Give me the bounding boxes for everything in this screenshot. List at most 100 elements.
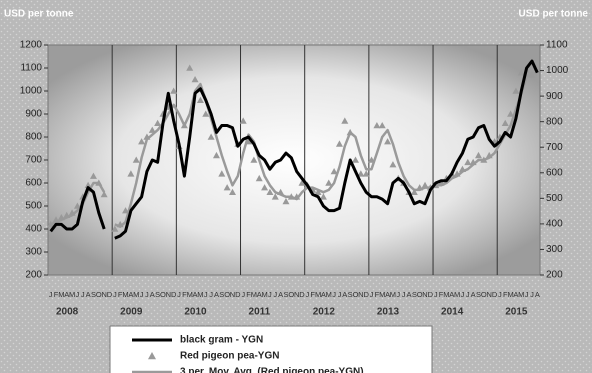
x-tick-label: F <box>54 290 59 299</box>
triangle-marker <box>116 220 124 228</box>
x-tick-label: J <box>140 290 144 299</box>
x-tick-label: O <box>481 290 487 299</box>
series-line <box>50 71 538 228</box>
year-label: 2012 <box>313 307 336 318</box>
x-tick-label: J <box>209 290 213 299</box>
x-tick-label: N <box>101 290 106 299</box>
triangle-marker <box>352 156 359 163</box>
y-tick-label: 300 <box>25 247 42 258</box>
triangle-marker <box>501 119 509 126</box>
legend-label: 3 per. Mov. Avg. (Red pigeon pea-YGN) <box>180 367 364 373</box>
y2-tick-label: 1000 <box>546 65 569 76</box>
x-tick-label: J <box>332 290 336 299</box>
x-tick-label: M <box>379 290 385 299</box>
triangle-marker <box>111 225 119 232</box>
triangle-marker <box>57 214 65 221</box>
y2-tick-label: 1100 <box>546 40 568 51</box>
triangle-marker <box>52 216 60 223</box>
x-tick-label: M <box>122 290 128 299</box>
x-tick-label: J <box>434 290 438 299</box>
x-tick-label: A <box>128 290 133 299</box>
x-tick-label: O <box>417 290 423 299</box>
triangle-marker <box>437 179 445 186</box>
y-tick-label: 500 <box>25 201 42 212</box>
x-tick-label: J <box>525 290 529 299</box>
triangle-marker <box>186 64 194 71</box>
series-line <box>49 59 539 240</box>
x-tick-label: N <box>486 290 491 299</box>
triangle-marker <box>180 122 188 129</box>
y2-tick-label: 900 <box>546 91 563 102</box>
x-tick-label: A <box>535 290 540 299</box>
y-tick-label: 1100 <box>20 63 42 74</box>
triangle-marker <box>319 193 327 200</box>
triangle-marker <box>330 168 338 175</box>
x-tick-label: J <box>338 290 342 299</box>
x-tick-label: M <box>69 290 75 299</box>
triangle-marker <box>517 69 525 76</box>
x-tick-label: F <box>182 290 187 299</box>
triangle-marker <box>314 188 322 195</box>
x-tick-label: F <box>118 290 123 299</box>
x-tick-label: J <box>204 290 208 299</box>
x-tick-label: A <box>214 290 219 299</box>
triangle-marker <box>528 71 536 78</box>
triangle-marker <box>84 181 92 189</box>
x-tick-label: J <box>370 290 374 299</box>
x-tick-label: J <box>461 290 465 299</box>
y2-tick-label: 400 <box>546 219 563 230</box>
year-label: 2014 <box>441 307 464 318</box>
x-tick-label: A <box>278 290 283 299</box>
x-tick-label: A <box>385 290 390 299</box>
triangle-marker <box>480 156 488 163</box>
legend <box>109 325 433 373</box>
x-tick-label: D <box>492 290 498 299</box>
x-tick-label: A <box>150 290 155 299</box>
x-tick-label: S <box>412 290 417 299</box>
triangle-marker <box>245 138 253 145</box>
x-tick-label: D <box>363 290 369 299</box>
x-tick-label: M <box>443 290 449 299</box>
x-tick-label: D <box>235 290 241 299</box>
x-tick-label: D <box>428 290 434 299</box>
triangle-marker <box>154 119 162 126</box>
y-tick-label: 800 <box>25 132 42 143</box>
triangle-marker <box>485 151 493 159</box>
x-tick-label: J <box>402 290 406 299</box>
year-label: 2009 <box>120 307 143 318</box>
y-axis-title: USD per tonne <box>4 9 74 20</box>
triangle-marker <box>261 184 269 191</box>
triangle-marker <box>266 188 274 195</box>
triangle-marker <box>223 184 231 191</box>
triangle-marker <box>298 179 306 186</box>
x-tick-label: N <box>230 290 235 299</box>
triangle-marker <box>458 165 466 172</box>
x-tick-label: M <box>454 290 460 299</box>
y2-tick-label: 700 <box>546 142 563 153</box>
triangle-marker <box>73 202 81 209</box>
triangle-marker <box>207 133 215 140</box>
x-tick-label: F <box>310 290 315 299</box>
x-tick-label: O <box>288 290 294 299</box>
x-tick-label: M <box>390 290 396 299</box>
triangle-marker <box>196 96 204 103</box>
triangle-marker <box>512 87 520 94</box>
triangle-marker <box>191 76 199 83</box>
x-tick-label: J <box>113 290 117 299</box>
triangle-marker <box>202 110 210 117</box>
x-tick-label: O <box>353 290 359 299</box>
x-tick-label: A <box>513 290 518 299</box>
x-tick-label: J <box>268 290 272 299</box>
triangle-marker <box>335 140 343 147</box>
x-tick-label: S <box>476 290 481 299</box>
x-tick-label: J <box>49 290 53 299</box>
triangle-marker <box>373 122 381 129</box>
triangle-marker <box>218 170 226 177</box>
triangle-marker <box>170 87 178 94</box>
legend-label: black gram - YGN <box>180 335 263 346</box>
x-tick-label: M <box>315 290 321 299</box>
triangle-marker <box>250 156 258 163</box>
triangle-marker <box>357 170 365 177</box>
y-tick-label: 700 <box>25 155 42 166</box>
